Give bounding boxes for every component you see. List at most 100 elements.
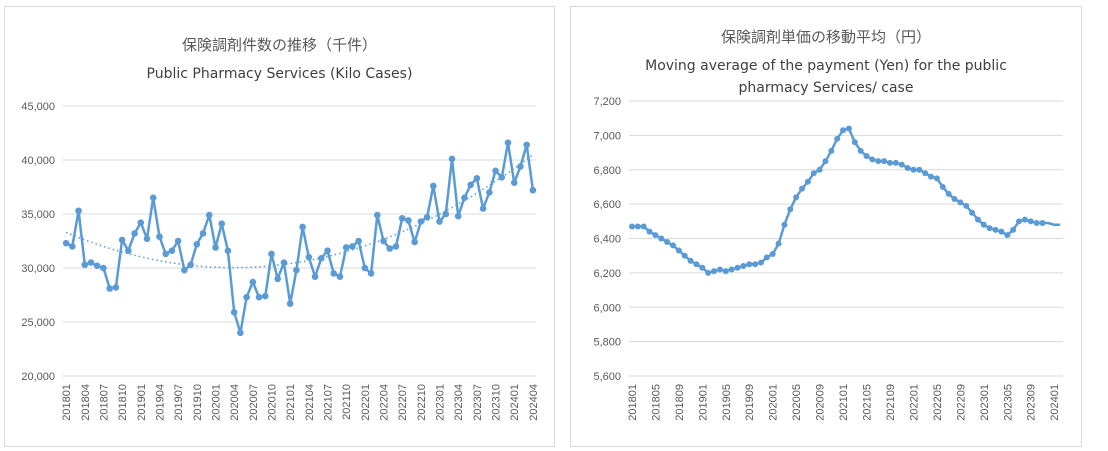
x-tick-label: 202301 (435, 384, 447, 421)
data-point (892, 159, 899, 166)
y-tick-label: 6,600 (593, 199, 621, 211)
data-point (1004, 232, 1011, 239)
data-point (816, 166, 823, 173)
series-line (65, 141, 535, 335)
data-point (664, 238, 671, 245)
data-point (62, 239, 70, 247)
line-chart-cases: 20,000 25,000 30,000 35,000 40,000 45,000 2018… (21, 101, 540, 421)
data-point (781, 221, 788, 228)
data-point (237, 329, 244, 337)
data-point (840, 127, 847, 134)
data-point (1027, 218, 1034, 225)
data-point (886, 159, 893, 166)
data-point (787, 206, 794, 213)
data-point (957, 199, 964, 206)
data-point (398, 215, 406, 222)
x-tick-label: 202104 (304, 384, 316, 421)
data-point (669, 242, 676, 249)
x-tick-label: 201901 (697, 384, 709, 421)
data-point (199, 230, 207, 237)
data-point (255, 293, 263, 301)
data-point (746, 261, 753, 268)
data-point (486, 189, 493, 196)
data-point (822, 158, 829, 165)
data-point (75, 207, 82, 215)
chart-panel-price: 保険調剤単価の移動平均（円） Moving average of the pay… (570, 6, 1082, 447)
x-tick-label: 202001 (210, 384, 222, 421)
x-tick-label: 202304 (453, 384, 465, 421)
data-point (699, 264, 706, 271)
data-point (386, 245, 394, 252)
y-tick-label: 25,000 (21, 317, 55, 329)
chart-panel-cases: 保険調剤件数の推移（千件） Public Pharmacy Services (… (4, 6, 555, 447)
data-point (93, 262, 101, 270)
x-tick-label: 202005 (791, 384, 803, 421)
y-tick-label: 35,000 (21, 209, 55, 221)
data-point (193, 240, 201, 248)
data-point (156, 233, 163, 240)
x-tick-label: 201904 (154, 384, 166, 421)
data-point (652, 232, 659, 239)
data-point (311, 273, 319, 280)
x-tick-label: 202007 (248, 384, 260, 421)
data-point (722, 268, 729, 275)
y-tick-label: 20,000 (21, 371, 55, 383)
y-tick-label: 7,200 (593, 96, 621, 108)
data-point (658, 235, 665, 242)
data-point (106, 285, 113, 292)
y-tick-label: 6,400 (593, 234, 621, 246)
data-point (916, 166, 923, 173)
x-tick-label: 202204 (379, 384, 391, 421)
x-tick-label: 202301 (979, 384, 991, 421)
data-point (728, 266, 735, 273)
y-tick-label: 6,200 (593, 268, 621, 280)
data-point (969, 209, 976, 216)
data-point (492, 167, 499, 175)
data-point (769, 250, 776, 257)
data-point (137, 219, 145, 226)
data-point (863, 153, 870, 159)
data-point (681, 252, 688, 259)
data-point (898, 161, 905, 168)
data-point (834, 135, 841, 142)
data-point (1021, 216, 1028, 223)
data-point (168, 247, 176, 255)
x-tick-label: 202109 (885, 384, 897, 421)
data-point (875, 158, 882, 165)
data-point (869, 156, 876, 163)
x-tick-label: 202201 (908, 384, 920, 421)
data-point (149, 194, 157, 202)
y-tick-label: 30,000 (21, 263, 55, 275)
x-tick-label: 201810 (117, 384, 129, 421)
data-point (857, 147, 864, 154)
data-point (330, 270, 338, 277)
data-point (1039, 220, 1046, 227)
data-point (634, 223, 641, 230)
data-point (504, 139, 512, 147)
data-point (367, 270, 375, 277)
x-tick-label: 202107 (323, 384, 335, 421)
data-point (392, 243, 400, 250)
data-point (436, 218, 443, 225)
data-point (951, 195, 958, 202)
data-point (411, 238, 418, 246)
x-tick-label: 202101 (285, 384, 297, 421)
x-tick-label: 202004 (229, 384, 241, 421)
x-tick-label: 202401 (509, 384, 521, 421)
data-point (992, 226, 999, 233)
trendline (65, 154, 534, 269)
chart-subtitle-cases: Public Pharmacy Services (Kilo Cases) (146, 66, 413, 82)
data-point (716, 266, 723, 273)
chart-title-price: 保険調剤単価の移動平均（円） (720, 28, 931, 46)
data-point (928, 173, 935, 180)
data-point (881, 158, 888, 165)
data-point (640, 223, 647, 230)
x-tick-label: 202210 (416, 384, 428, 421)
data-point (174, 237, 182, 245)
data-point (980, 221, 987, 228)
data-point (904, 165, 911, 172)
x-tick-label: 202101 (838, 384, 850, 421)
y-tick-label: 6,000 (593, 302, 621, 314)
data-point (851, 139, 858, 146)
x-tick-label: 201809 (674, 384, 686, 421)
